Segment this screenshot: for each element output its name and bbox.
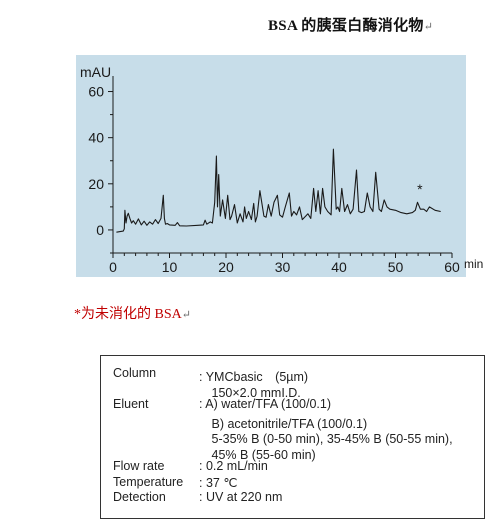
condition-value: : A) water/TFA (100/0.1) [199, 397, 332, 411]
chromatogram-panel [76, 55, 466, 277]
chart-axes: 0 20 40 60 0 10 20 30 40 50 60 mAU min [80, 64, 483, 275]
condition-value: 45% B (55-60 min) [199, 447, 316, 462]
paragraph-mark-icon: ↵ [423, 21, 434, 33]
title-text: BSA 的胰蛋白酶消化物 [268, 18, 424, 34]
conditions-table: Column : YMCbasic (5µm) 150×2.0 mmI.D. Elu… [100, 355, 485, 519]
condition-value: 150×2.0 mmI.D. [199, 385, 301, 400]
x-axis-label: min [464, 257, 483, 271]
chart-marks: * [116, 148, 441, 233]
peak-annotation: * [417, 181, 423, 197]
y-axis-label: mAU [80, 64, 111, 80]
condition-value: : UV at 220 nm [199, 490, 283, 504]
condition-label: Column [113, 366, 157, 380]
y-tick-label: 40 [88, 130, 104, 146]
condition-label: Eluent [113, 397, 149, 411]
y-tick-label: 20 [88, 176, 104, 192]
condition-value: : YMCbasic (5µm) [199, 370, 309, 384]
condition-value: B) acetonitrile/TFA (100/0.1) [199, 416, 368, 431]
footnote-text: *为未消化的 BSA [74, 307, 182, 322]
chromatogram-chart: 0 20 40 60 0 10 20 30 40 50 60 mAU min * [80, 64, 483, 275]
condition-value: : 0.2 mL/min [199, 459, 268, 473]
paragraph-mark-icon: ↵ [181, 309, 191, 321]
x-tick-label: 20 [218, 259, 234, 275]
condition-label: Detection [113, 490, 166, 504]
condition-label: Flow rate [113, 459, 165, 473]
series-line [116, 148, 441, 233]
condition-value: : 37 ℃ [199, 475, 238, 490]
x-tick-label: 50 [388, 259, 404, 275]
condition-value: 5-35% B (0-50 min), 35-45% B (50-55 min)… [199, 432, 453, 446]
page-title: BSA 的胰蛋白酶消化物↵ [268, 14, 433, 35]
y-tick-label: 60 [88, 84, 104, 100]
x-tick-label: 40 [331, 259, 347, 275]
condition-label: Temperature [113, 474, 184, 489]
x-tick-label: 0 [109, 259, 117, 275]
y-tick-label: 0 [96, 222, 104, 238]
x-tick-label: 30 [275, 259, 291, 275]
x-tick-label: 60 [444, 259, 460, 275]
footnote: *为未消化的 BSA↵ [74, 303, 191, 323]
x-tick-label: 10 [162, 259, 178, 275]
